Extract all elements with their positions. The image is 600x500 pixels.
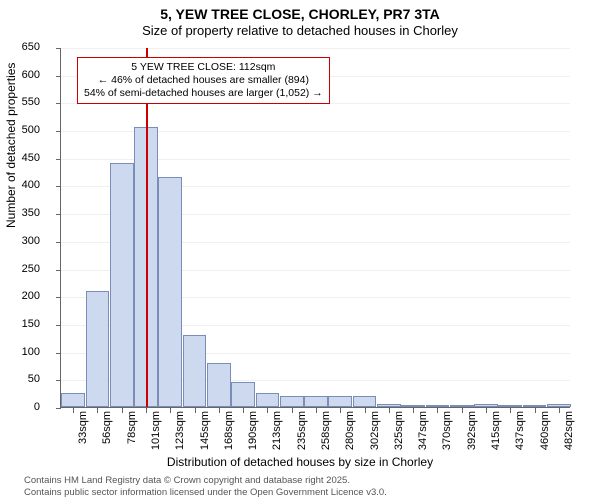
property-callout: 5 YEW TREE CLOSE: 112sqm← 46% of detache… — [77, 57, 330, 104]
ytick-mark — [56, 214, 61, 215]
ytick-label: 450 — [0, 152, 40, 164]
ytick-mark — [56, 48, 61, 49]
histogram-bar — [547, 404, 571, 407]
xtick-mark — [340, 408, 341, 413]
ytick-mark — [56, 408, 61, 409]
xtick-mark — [292, 408, 293, 413]
xtick-mark — [510, 408, 511, 413]
ytick-mark — [56, 76, 61, 77]
xtick-mark — [365, 408, 366, 413]
ytick-label: 0 — [0, 401, 40, 413]
ytick-mark — [56, 103, 61, 104]
histogram-bar — [183, 335, 207, 407]
histogram-bar — [426, 405, 450, 407]
ytick-label: 300 — [0, 235, 40, 247]
ytick-label: 600 — [0, 69, 40, 81]
ytick-label: 550 — [0, 96, 40, 108]
xtick-mark — [122, 408, 123, 413]
ytick-label: 50 — [0, 373, 40, 385]
xtick-mark — [170, 408, 171, 413]
histogram-bar — [231, 382, 255, 407]
histogram-bar — [86, 291, 110, 407]
xtick-mark — [267, 408, 268, 413]
xtick-mark — [146, 408, 147, 413]
ytick-mark — [56, 242, 61, 243]
histogram-bar — [158, 177, 182, 407]
histogram-bar — [377, 404, 401, 407]
xtick-mark — [389, 408, 390, 413]
page-title-line1: 5, YEW TREE CLOSE, CHORLEY, PR7 3TA — [0, 6, 600, 22]
histogram-bar — [280, 396, 304, 407]
ytick-mark — [56, 353, 61, 354]
histogram-bar — [353, 396, 377, 407]
ytick-label: 650 — [0, 41, 40, 53]
ytick-label: 400 — [0, 179, 40, 191]
xtick-mark — [97, 408, 98, 413]
xtick-mark — [195, 408, 196, 413]
ytick-label: 200 — [0, 290, 40, 302]
histogram-bar — [304, 396, 328, 407]
xtick-mark — [559, 408, 560, 413]
xtick-mark — [413, 408, 414, 413]
x-axis-label: Distribution of detached houses by size … — [0, 455, 600, 469]
footer-line2: Contains public sector information licen… — [24, 487, 387, 498]
histogram-bar — [328, 396, 352, 407]
gridline — [61, 48, 570, 49]
ytick-mark — [56, 297, 61, 298]
xtick-mark — [462, 408, 463, 413]
xtick-mark — [316, 408, 317, 413]
ytick-label: 350 — [0, 207, 40, 219]
histogram-bar — [498, 405, 522, 407]
ytick-mark — [56, 380, 61, 381]
ytick-label: 100 — [0, 346, 40, 358]
callout-line: ← 46% of detached houses are smaller (89… — [84, 74, 323, 87]
ytick-label: 150 — [0, 318, 40, 330]
attribution-footer: Contains HM Land Registry data © Crown c… — [24, 475, 387, 498]
histogram-bar — [450, 405, 474, 407]
xtick-mark — [219, 408, 220, 413]
ytick-mark — [56, 131, 61, 132]
callout-line: 54% of semi-detached houses are larger (… — [84, 87, 323, 100]
histogram-chart: 33sqm56sqm78sqm101sqm123sqm145sqm168sqm1… — [60, 48, 570, 408]
histogram-bar — [207, 363, 231, 407]
callout-line: 5 YEW TREE CLOSE: 112sqm — [84, 61, 323, 74]
ytick-mark — [56, 186, 61, 187]
xtick-mark — [73, 408, 74, 413]
histogram-bar — [474, 404, 498, 407]
xtick-mark — [243, 408, 244, 413]
y-axis-label: Number of detached properties — [4, 63, 18, 228]
histogram-bar — [523, 405, 547, 407]
ytick-mark — [56, 159, 61, 160]
ytick-label: 500 — [0, 124, 40, 136]
ytick-mark — [56, 270, 61, 271]
ytick-mark — [56, 325, 61, 326]
xtick-mark — [437, 408, 438, 413]
histogram-bar — [256, 393, 280, 407]
xtick-mark — [486, 408, 487, 413]
histogram-bar — [61, 393, 85, 407]
histogram-bar — [110, 163, 134, 407]
footer-line1: Contains HM Land Registry data © Crown c… — [24, 475, 387, 486]
histogram-bar — [401, 405, 425, 407]
xtick-mark — [535, 408, 536, 413]
ytick-label: 250 — [0, 263, 40, 275]
page-title-line2: Size of property relative to detached ho… — [0, 23, 600, 38]
